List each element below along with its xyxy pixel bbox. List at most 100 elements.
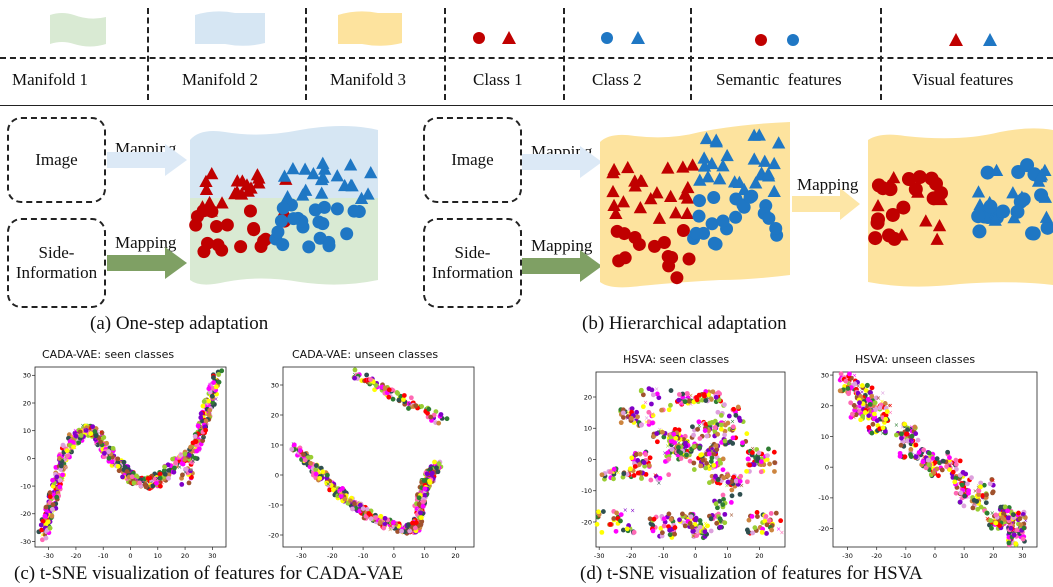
triangle-marker	[716, 159, 730, 172]
scatter-point	[607, 522, 613, 527]
scatter-point	[656, 395, 662, 401]
scatter-point	[759, 529, 765, 535]
scatter-point	[640, 392, 646, 398]
legend-divider	[690, 8, 692, 100]
scatter-point	[1001, 517, 1007, 522]
scatter-point	[695, 426, 701, 432]
scatter-point	[162, 471, 168, 477]
cross-marker: ×	[626, 410, 631, 417]
circle-marker	[612, 254, 626, 268]
scatter-point	[697, 436, 703, 441]
x-tick-label: -10	[358, 552, 369, 560]
cross-marker: ×	[416, 517, 421, 524]
scatter-point	[1005, 508, 1011, 514]
red-circle-triangle-icon	[473, 31, 516, 44]
circle-marker	[617, 227, 631, 241]
cross-marker: ×	[776, 526, 781, 533]
circle-marker	[971, 209, 986, 224]
x-tick-label: 30	[1018, 552, 1026, 560]
y-tick-label: -30	[20, 538, 31, 546]
scatter-point	[350, 506, 355, 512]
legend-label-class-1: Class 1	[473, 70, 523, 89]
y-tick-label: -20	[20, 510, 31, 518]
scatter-point	[360, 506, 366, 511]
scatter-point	[210, 399, 215, 405]
scatter-point	[330, 487, 336, 492]
cross-marker: ×	[991, 477, 996, 484]
scatter-point	[905, 438, 911, 443]
triangle-marker	[306, 167, 321, 180]
scatter-point	[691, 432, 696, 438]
cross-marker: ×	[82, 425, 87, 432]
circle-marker	[743, 190, 757, 204]
scatter-point	[931, 470, 937, 475]
circle-marker	[709, 237, 723, 251]
scatter-point	[868, 390, 873, 396]
circle-marker	[271, 225, 285, 239]
cross-marker: ×	[80, 423, 85, 430]
triangle-marker	[343, 158, 358, 171]
legend-divider	[444, 8, 446, 100]
scatter-point	[659, 407, 664, 413]
scatter-point	[871, 411, 877, 417]
scatter-point	[694, 528, 700, 534]
scatter-point	[171, 469, 177, 475]
scatter-point	[627, 466, 633, 472]
triangle-marker	[685, 158, 700, 171]
cross-marker: ×	[875, 404, 880, 411]
triangle-marker	[228, 187, 242, 200]
circle-marker	[769, 221, 783, 235]
circle-marker	[628, 230, 642, 244]
scatter-point	[717, 524, 723, 530]
triangle-marker	[240, 178, 254, 191]
scatter-point	[421, 499, 426, 505]
circle-marker	[201, 236, 215, 250]
circle-marker	[313, 231, 327, 245]
scatter-point	[880, 425, 886, 431]
scatter-point	[342, 496, 348, 502]
scatter-point	[390, 396, 396, 402]
scatter-point	[859, 383, 865, 388]
scatter-point	[646, 463, 652, 469]
triangle-marker	[230, 174, 244, 187]
scatter-point	[993, 520, 999, 526]
scatter-point	[165, 462, 171, 468]
cross-marker: ×	[888, 409, 893, 416]
scatter-point	[764, 457, 770, 462]
cross-marker: ×	[597, 513, 602, 520]
scatter-point	[690, 424, 695, 430]
scatter-point	[703, 465, 709, 471]
scatter-point	[301, 452, 306, 457]
section-divider	[0, 105, 1053, 106]
scatter-point	[838, 371, 844, 377]
scatter-point	[773, 510, 779, 516]
scatter-point	[206, 386, 212, 392]
y-tick-label: -20	[581, 518, 592, 526]
scatter-point	[697, 445, 703, 450]
cross-marker: ×	[376, 385, 381, 392]
scatter-point	[170, 456, 176, 462]
scatter-point	[668, 388, 674, 393]
scatter-point	[395, 529, 400, 534]
scatter-point	[989, 525, 994, 531]
scatter-point	[735, 404, 741, 410]
scatter-point	[709, 397, 714, 402]
scatter-point	[722, 432, 727, 438]
y-tick-label: -10	[581, 487, 592, 495]
scatter-point	[198, 411, 204, 416]
scatter-point	[720, 502, 726, 508]
scatter-point	[631, 473, 637, 478]
circle-marker	[322, 239, 336, 253]
scatter-point	[767, 461, 772, 467]
scatter-point	[676, 392, 682, 397]
circle-marker	[1034, 188, 1049, 203]
circle-marker	[926, 191, 941, 206]
x-tick-label: -30	[594, 552, 605, 560]
scatter-point	[965, 481, 970, 487]
cross-marker: ×	[750, 445, 755, 452]
cross-marker: ×	[388, 527, 393, 534]
scatter-point	[600, 509, 606, 514]
scatter-point	[715, 431, 721, 437]
cross-marker: ×	[177, 464, 182, 471]
scatter-point	[883, 416, 889, 422]
